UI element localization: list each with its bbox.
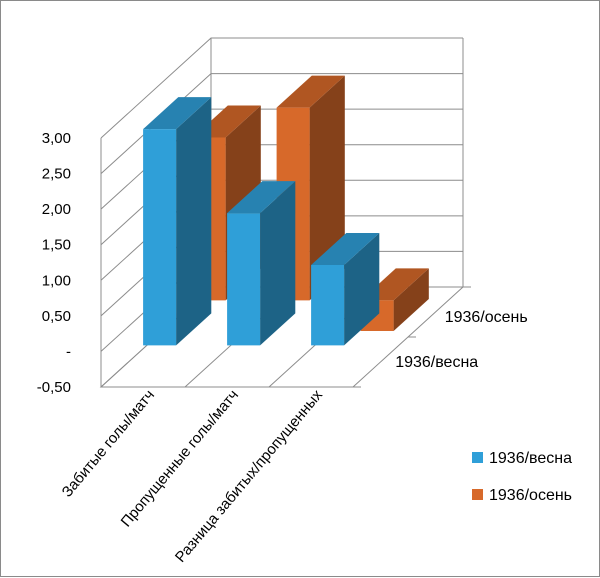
bar-side	[393, 268, 429, 332]
chart-bars	[143, 75, 429, 346]
legend-swatch	[472, 489, 483, 500]
y-tick-label: 1,00	[42, 272, 71, 289]
legend-label: 1936/осень	[489, 487, 572, 504]
bar-side	[344, 233, 380, 346]
depth-label: 1936/осень	[445, 309, 528, 326]
y-tick-label: 1,50	[42, 237, 71, 254]
y-tick-label: -	[66, 343, 71, 360]
legend-label: 1936/весна	[489, 450, 572, 467]
bar-top	[276, 75, 345, 108]
bar-side	[176, 97, 212, 346]
y-tick-label: 2,50	[42, 166, 71, 183]
bar-top	[227, 181, 296, 214]
category-label: Разница забитых/пропущенных	[172, 386, 327, 566]
legend-swatch	[472, 452, 483, 463]
bar-front	[227, 213, 261, 346]
y-tick-label: 2,00	[42, 201, 71, 218]
y-tick-label: 3,00	[42, 130, 71, 147]
bar	[143, 97, 212, 346]
y-tick-label: -0,50	[37, 379, 71, 396]
bar	[311, 233, 380, 346]
legend: 1936/весна 1936/осень	[472, 450, 572, 504]
y-tick-label: 0,50	[42, 308, 71, 325]
bar-side	[260, 181, 296, 346]
bar	[227, 181, 296, 346]
bar-front	[143, 129, 177, 346]
bar-top	[311, 233, 380, 266]
depth-label: 1936/весна	[395, 354, 478, 371]
bar-front	[311, 265, 345, 346]
bar-top	[143, 97, 212, 130]
category-label: Забитые голы/матч	[59, 387, 158, 501]
